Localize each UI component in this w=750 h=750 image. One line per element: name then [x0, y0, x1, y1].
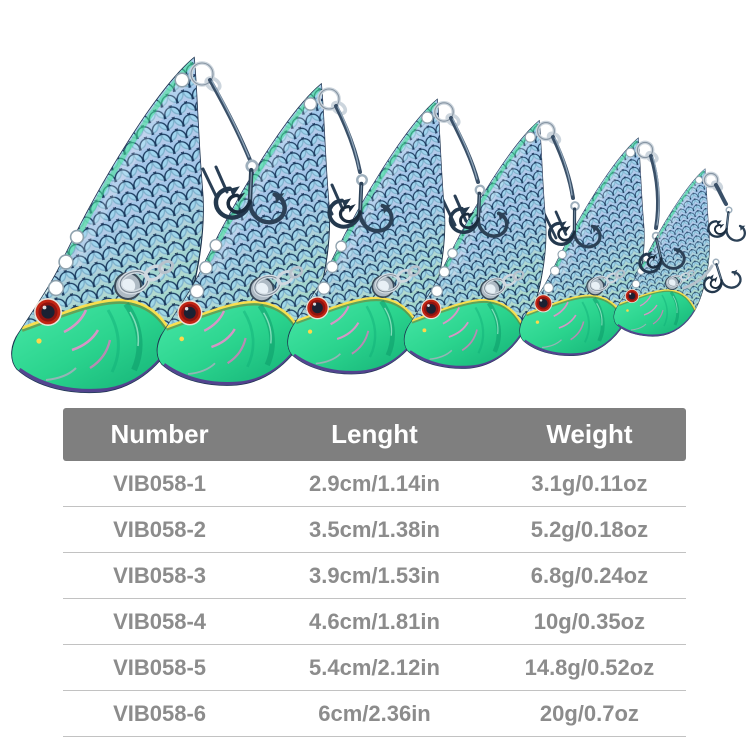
table-row: VIB058-2 3.5cm/1.38in 5.2g/0.18oz — [63, 507, 686, 553]
table-row: VIB058-6 6cm/2.36in 20g/0.7oz — [63, 691, 686, 737]
cell-length: 2.9cm/1.14in — [309, 470, 440, 496]
cell-weight: 10g/0.35oz — [533, 608, 646, 634]
column-header-weight: Weight — [546, 419, 633, 449]
cell-weight: 14.8g/0.52oz — [524, 654, 655, 680]
cell-weight: 20g/0.7oz — [539, 700, 639, 726]
table-row: VIB058-4 4.6cm/1.81in 10g/0.35oz — [63, 599, 686, 645]
belly-wire — [682, 264, 714, 290]
hooks-hardware — [189, 61, 750, 295]
table-row: VIB058-1 2.9cm/1.14in 3.1g/0.11oz — [63, 461, 686, 507]
treble-hook-icon — [705, 202, 750, 245]
cell-length: 4.6cm/1.81in — [309, 608, 440, 634]
spec-table-rows: VIB058-1 2.9cm/1.14in 3.1g/0.11oz VIB058… — [63, 461, 686, 737]
cell-length: 3.9cm/1.53in — [309, 562, 440, 588]
cell-weight: 5.2g/0.18oz — [530, 516, 649, 542]
hero-image — [0, 0, 750, 405]
cell-weight: 6.8g/0.24oz — [530, 562, 649, 588]
cell-length: 3.5cm/1.38in — [309, 516, 440, 542]
cell-number: VIB058-3 — [113, 562, 207, 588]
split-ring-icon — [189, 61, 724, 192]
spec-table-header: Number Lenght Weight — [63, 408, 686, 461]
spec-table: Number Lenght Weight VIB058-1 2.9cm/1.14… — [63, 408, 686, 737]
cell-number: VIB058-5 — [113, 654, 207, 680]
cell-number: VIB058-1 — [113, 470, 207, 496]
hook-shank — [208, 78, 728, 230]
cell-number: VIB058-6 — [113, 700, 207, 726]
table-row: VIB058-5 5.4cm/2.12in 14.8g/0.52oz — [63, 645, 686, 691]
cell-length: 5.4cm/2.12in — [309, 654, 440, 680]
lures-illustration — [0, 0, 750, 405]
cell-number: VIB058-4 — [113, 608, 207, 634]
cell-number: VIB058-2 — [113, 516, 207, 542]
cell-weight: 3.1g/0.11oz — [531, 470, 648, 496]
table-row: VIB058-3 3.9cm/1.53in 6.8g/0.24oz — [63, 553, 686, 599]
cell-length: 6cm/2.36in — [318, 700, 431, 726]
column-header-length: Lenght — [331, 419, 418, 449]
column-header-number: Number — [110, 419, 209, 449]
